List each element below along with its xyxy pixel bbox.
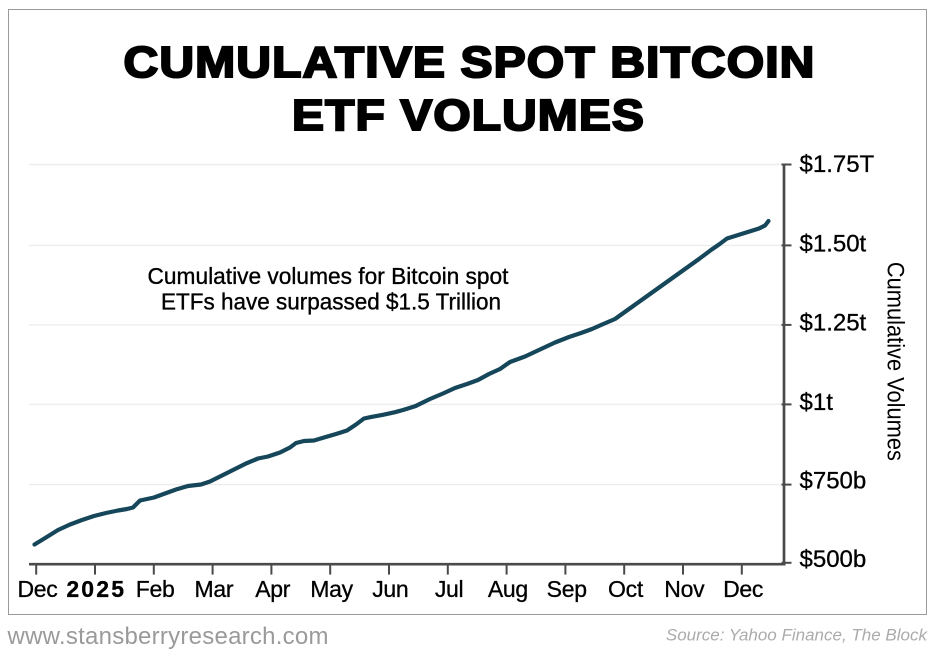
svg-text:Source: Yahoo Finance, The Blo: Source: Yahoo Finance, The Block — [666, 625, 929, 644]
svg-text:Dec: Dec — [17, 576, 57, 602]
svg-text:2025: 2025 — [66, 576, 126, 602]
svg-text:$750b: $750b — [800, 468, 867, 495]
svg-text:Mar: Mar — [195, 576, 234, 602]
svg-text:Jul: Jul — [435, 576, 464, 602]
svg-text:Cumulative volumes for Bitcoin: Cumulative volumes for Bitcoin spot — [148, 263, 510, 289]
svg-text:Sep: Sep — [547, 576, 587, 602]
svg-text:Cumulative Volumes: Cumulative Volumes — [882, 262, 909, 461]
svg-text:$1.50t: $1.50t — [800, 231, 867, 258]
svg-text:Apr: Apr — [255, 576, 291, 602]
svg-text:$500b: $500b — [800, 546, 867, 573]
svg-text:Aug: Aug — [488, 576, 528, 602]
svg-text:Nov: Nov — [664, 576, 705, 602]
svg-text:CUMULATIVE SPOT BITCOIN: CUMULATIVE SPOT BITCOIN — [124, 38, 816, 87]
svg-text:$1.25t: $1.25t — [800, 310, 867, 337]
svg-text:Dec: Dec — [723, 576, 763, 602]
svg-text:May: May — [310, 576, 353, 602]
svg-text:Feb: Feb — [136, 576, 175, 602]
svg-text:$1t: $1t — [800, 389, 834, 416]
svg-text:www.stansberryresearch.com: www.stansberryresearch.com — [7, 623, 329, 650]
svg-text:ETFs have surpassed $1.5 Trill: ETFs have surpassed $1.5 Trillion — [161, 288, 501, 314]
svg-text:Oct: Oct — [608, 576, 644, 602]
svg-text:$1.75T: $1.75T — [800, 151, 875, 178]
svg-text:ETF VOLUMES: ETF VOLUMES — [292, 91, 645, 140]
svg-text:Jun: Jun — [372, 576, 408, 602]
